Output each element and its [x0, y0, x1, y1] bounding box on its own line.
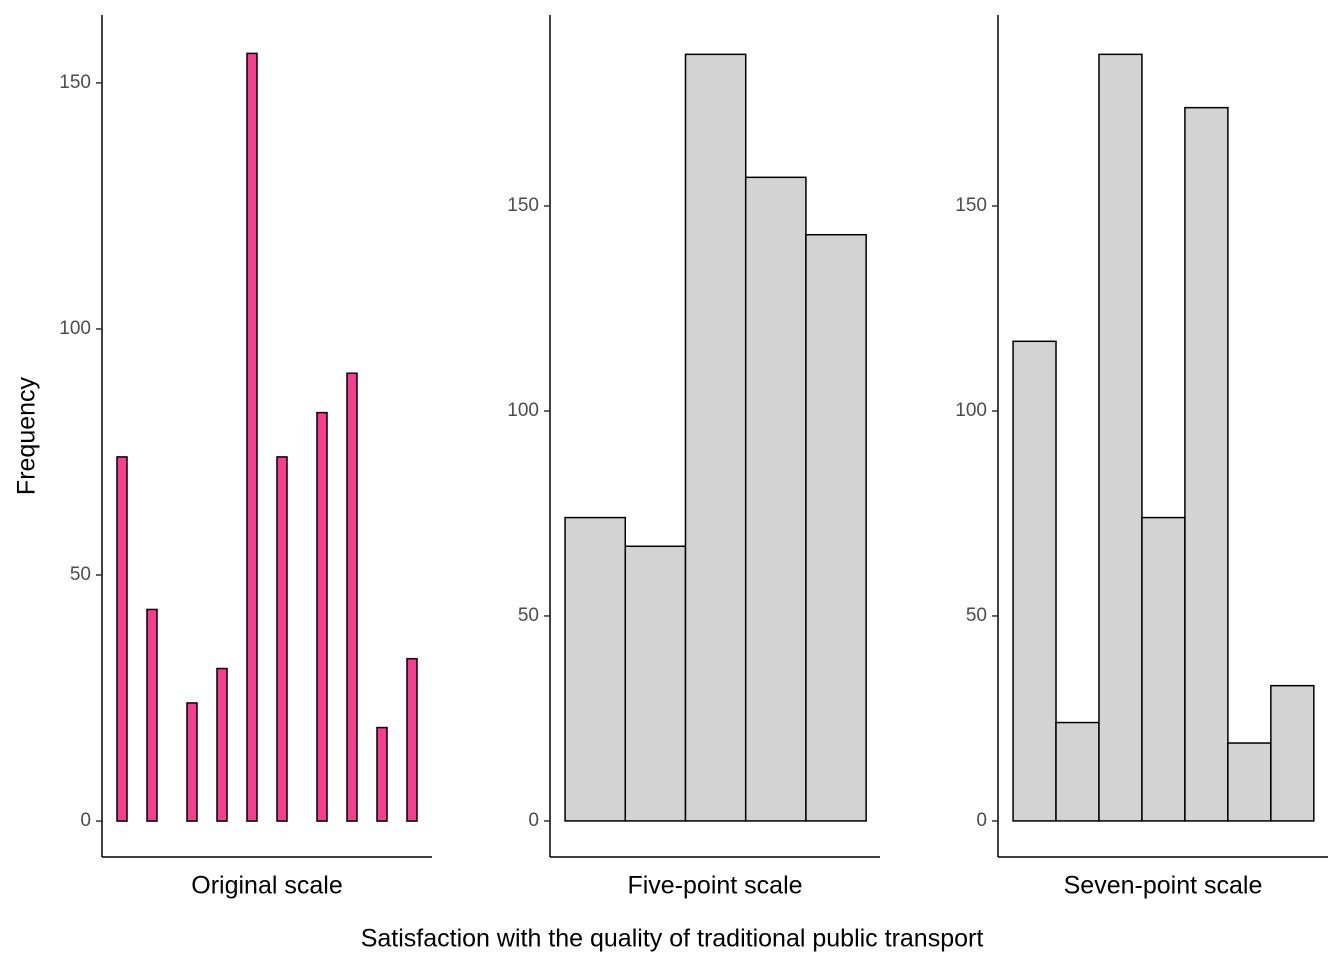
y-tick-label: 100: [507, 400, 539, 421]
y-tick-label: 50: [966, 605, 987, 626]
y-axis-title: Frequency: [13, 376, 41, 495]
bar: [1012, 340, 1057, 822]
y-tick-label: 0: [528, 810, 539, 831]
y-tick-label: 0: [80, 810, 91, 831]
y-tick-label: 150: [59, 72, 91, 93]
y-tick-label: 150: [955, 195, 987, 216]
bar: [1227, 742, 1272, 822]
bar: [216, 667, 228, 822]
bar: [316, 411, 328, 822]
bar: [1141, 516, 1186, 822]
bar: [1184, 106, 1229, 822]
bar: [1055, 721, 1100, 822]
y-tick-label: 50: [70, 564, 91, 585]
x-axis-title: Satisfaction with the quality of traditi…: [361, 925, 984, 953]
bar: [116, 456, 128, 822]
y-tick-label: 0: [976, 810, 987, 831]
bar: [1270, 684, 1315, 822]
bar: [744, 176, 807, 822]
y-tick-label: 50: [518, 605, 539, 626]
bar: [376, 726, 388, 822]
bar: [684, 53, 747, 822]
bar: [1098, 53, 1143, 822]
bar: [406, 657, 418, 822]
bar: [624, 545, 687, 822]
y-tick-label: 150: [507, 195, 539, 216]
panel-label: Five-point scale: [627, 872, 802, 900]
panel-label: Original scale: [191, 872, 342, 900]
panel-label: Seven-point scale: [1064, 872, 1263, 900]
bar: [564, 516, 627, 822]
bar: [246, 52, 258, 822]
y-tick-label: 100: [955, 400, 987, 421]
y-tick-label: 100: [59, 318, 91, 339]
bar: [346, 372, 358, 822]
bar: [805, 233, 867, 822]
bar: [186, 702, 198, 822]
bar: [146, 608, 158, 822]
bar: [276, 456, 288, 822]
